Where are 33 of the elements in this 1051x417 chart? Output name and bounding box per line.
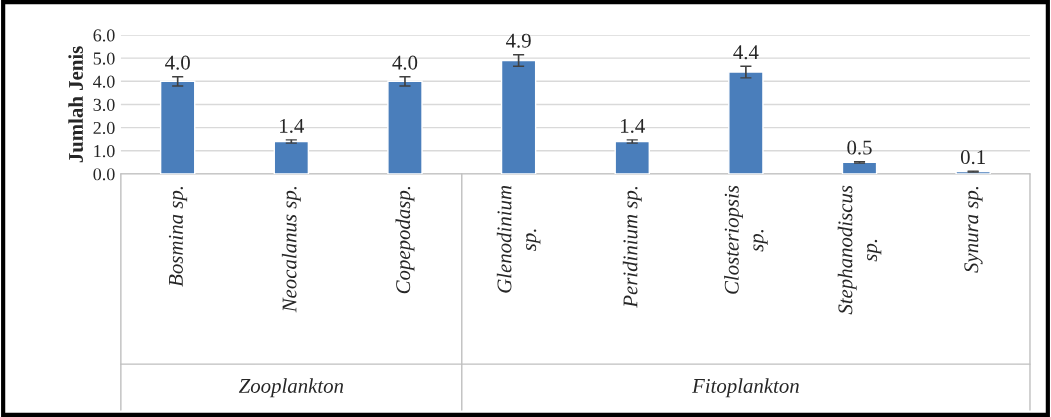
bar (728, 71, 764, 174)
data-label: 0.1 (960, 150, 985, 165)
data-label: 4.0 (165, 55, 190, 70)
x-tick-label: Bosmina sp. (168, 186, 188, 287)
bar (500, 59, 537, 174)
bar (273, 140, 310, 174)
bar (159, 80, 196, 174)
y-tick-label: 6.0 (93, 29, 115, 42)
y-tick-label: 4.0 (93, 75, 115, 88)
y-tick-label: 1.0 (94, 145, 115, 158)
bar (841, 161, 878, 174)
bar (387, 80, 423, 174)
x-tick-label: Peridinium sp. (622, 186, 642, 308)
data-label: 4.0 (392, 55, 418, 70)
y-tick-label: 5.0 (93, 52, 115, 65)
data-label: 1.4 (621, 118, 645, 133)
x-tick-label: Neocalanus sp. (281, 186, 301, 313)
y-tick-label: 0.0 (93, 168, 115, 181)
text: Fitoplankton (691, 378, 799, 398)
x-tick-label: Stephanodiscus sp. (837, 185, 882, 315)
y-axis-title: Jumlah Jenis (68, 46, 83, 163)
x-tick-label: Copepodasp. (395, 186, 415, 294)
text: Zooplankton (238, 378, 344, 398)
data-label: 4.4 (733, 45, 759, 60)
x-tick-label: Synura sp. (964, 186, 983, 273)
y-tick-label: 2.0 (93, 121, 115, 135)
data-label: 0.5 (847, 140, 872, 155)
x-tick-label: Glenodinium sp. (496, 185, 541, 293)
x-tick-label: Closteriopsis sp. (724, 185, 768, 294)
y-tick-label: 3.0 (93, 98, 115, 111)
data-label: 1.4 (280, 118, 305, 133)
data-label: 4.9 (505, 33, 531, 48)
bar (614, 140, 650, 174)
